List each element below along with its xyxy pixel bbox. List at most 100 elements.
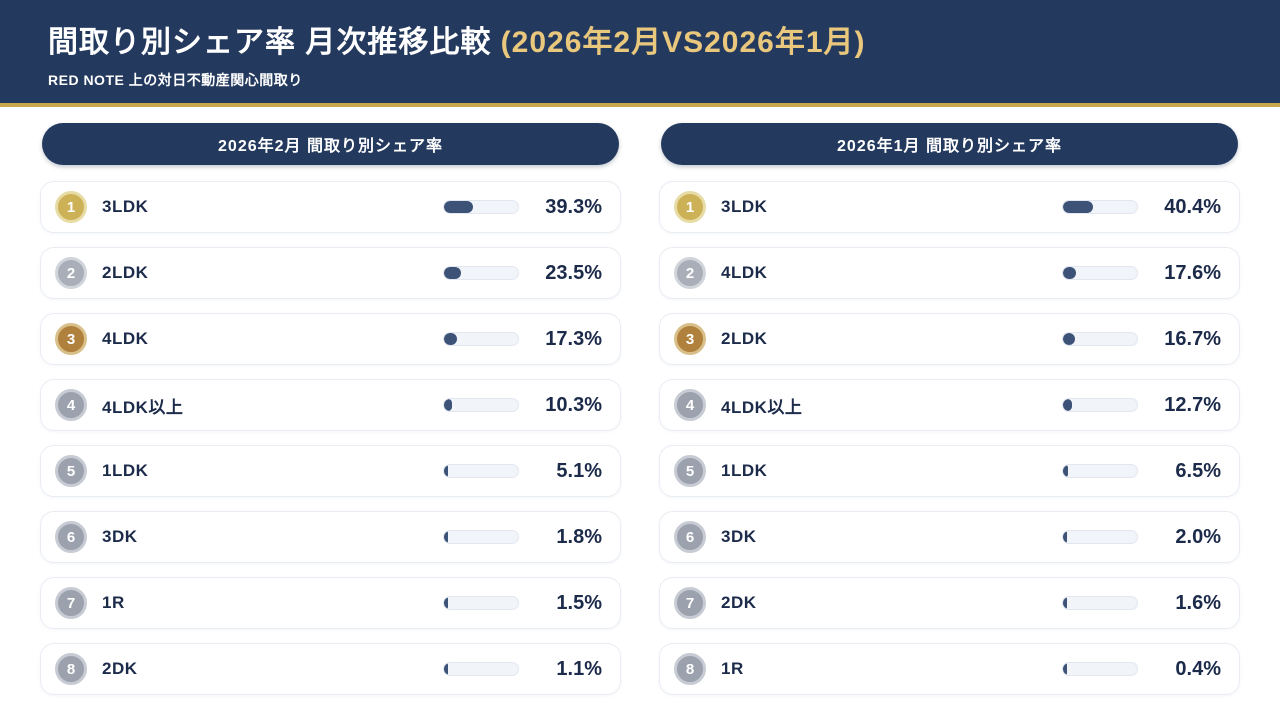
share-bar <box>1062 332 1138 346</box>
share-bar-fill <box>1063 201 1093 213</box>
share-bar <box>1062 662 1138 676</box>
ranking-row: 7 1R 1.5% <box>40 577 621 629</box>
ranking-row: 5 1LDK 6.5% <box>659 445 1240 497</box>
share-bar-fill <box>1063 267 1077 279</box>
ranking-row: 8 2DK 1.1% <box>40 643 621 695</box>
share-percentage: 16.7% <box>1164 327 1221 350</box>
ranking-row: 1 3LDK 39.3% <box>40 181 621 233</box>
rank-badge: 7 <box>55 587 87 619</box>
ranking-row: 4 4LDK以上 12.7% <box>659 379 1240 431</box>
ranking-row: 5 1LDK 5.1% <box>40 445 621 497</box>
panel-january-rows: 1 3LDK 40.4% 2 4LDK 17.6% 3 2LDK 16.7% 4… <box>659 181 1240 695</box>
ranking-row: 3 4LDK 17.3% <box>40 313 621 365</box>
share-bar-fill <box>1063 663 1067 675</box>
floorplan-label: 2LDK <box>721 329 768 348</box>
share-bar-fill <box>444 399 452 411</box>
share-bar <box>1062 530 1138 544</box>
rank-badge: 3 <box>674 323 706 355</box>
panel-february-title: 2026年2月 間取り別シェア率 <box>42 123 619 165</box>
share-bar <box>443 266 519 280</box>
floorplan-label: 2LDK <box>102 263 149 282</box>
floorplan-label: 1LDK <box>721 461 768 480</box>
share-percentage: 17.6% <box>1164 261 1221 284</box>
share-percentage: 1.1% <box>556 657 602 680</box>
share-bar <box>1062 464 1138 478</box>
share-percentage: 5.1% <box>556 459 602 482</box>
share-percentage: 0.4% <box>1175 657 1221 680</box>
rank-badge: 1 <box>674 191 706 223</box>
share-bar <box>443 398 519 412</box>
floorplan-label: 3LDK <box>721 197 768 216</box>
ranking-row: 6 3DK 2.0% <box>659 511 1240 563</box>
page-subtitle: RED NOTE 上の対日不動産関心間取り <box>48 72 303 88</box>
ranking-row: 4 4LDK以上 10.3% <box>40 379 621 431</box>
share-bar-fill <box>1063 597 1067 609</box>
share-bar-fill <box>444 597 448 609</box>
ranking-row: 2 2LDK 23.5% <box>40 247 621 299</box>
rank-badge: 2 <box>55 257 87 289</box>
share-percentage: 12.7% <box>1164 393 1221 416</box>
share-bar <box>1062 200 1138 214</box>
share-bar-fill <box>1063 333 1076 345</box>
floorplan-label: 2DK <box>721 593 757 612</box>
rank-badge: 3 <box>55 323 87 355</box>
rank-badge: 5 <box>674 455 706 487</box>
share-bar <box>443 332 519 346</box>
share-bar-fill <box>444 465 448 477</box>
share-bar-fill <box>444 531 448 543</box>
share-percentage: 6.5% <box>1175 459 1221 482</box>
share-percentage: 1.6% <box>1175 591 1221 614</box>
share-bar <box>1062 596 1138 610</box>
floorplan-label: 1R <box>102 593 125 612</box>
rank-badge: 6 <box>55 521 87 553</box>
share-bar-fill <box>1063 465 1068 477</box>
rank-badge: 6 <box>674 521 706 553</box>
panel-february: 2026年2月 間取り別シェア率 1 3LDK 39.3% 2 2LDK 23.… <box>40 123 621 709</box>
floorplan-label: 3DK <box>102 527 138 546</box>
page-title-main: 間取り別シェア率 月次推移比較 <box>48 26 501 59</box>
rank-badge: 1 <box>55 191 87 223</box>
ranking-row: 1 3LDK 40.4% <box>659 181 1240 233</box>
share-bar <box>443 596 519 610</box>
floorplan-label: 2DK <box>102 659 138 678</box>
share-bar-fill <box>1063 531 1067 543</box>
ranking-row: 2 4LDK 17.6% <box>659 247 1240 299</box>
share-percentage: 1.8% <box>556 525 602 548</box>
rank-badge: 8 <box>674 653 706 685</box>
share-percentage: 40.4% <box>1164 195 1221 218</box>
share-percentage: 23.5% <box>545 261 602 284</box>
share-percentage: 17.3% <box>545 327 602 350</box>
comparison-columns: 2026年2月 間取り別シェア率 1 3LDK 39.3% 2 2LDK 23.… <box>40 123 1240 709</box>
page-title: 間取り別シェア率 月次推移比較 (2026年2月VS2026年1月) <box>48 17 1256 61</box>
ranking-row: 7 2DK 1.6% <box>659 577 1240 629</box>
share-bar <box>443 200 519 214</box>
share-bar <box>1062 266 1138 280</box>
floorplan-label: 3DK <box>721 527 757 546</box>
share-bar-fill <box>444 333 457 345</box>
floorplan-label: 4LDK以上 <box>102 397 184 417</box>
share-percentage: 1.5% <box>556 591 602 614</box>
share-bar-fill <box>1063 399 1073 411</box>
main-content: 2026年2月 間取り別シェア率 1 3LDK 39.3% 2 2LDK 23.… <box>0 107 1280 709</box>
share-bar <box>1062 398 1138 412</box>
share-bar <box>443 464 519 478</box>
panel-february-rows: 1 3LDK 39.3% 2 2LDK 23.5% 3 4LDK 17.3% 4… <box>40 181 621 695</box>
floorplan-label: 4LDK <box>721 263 768 282</box>
share-percentage: 2.0% <box>1175 525 1221 548</box>
page-header: 間取り別シェア率 月次推移比較 (2026年2月VS2026年1月) RED N… <box>0 0 1280 107</box>
floorplan-label: 4LDK以上 <box>721 397 803 417</box>
rank-badge: 7 <box>674 587 706 619</box>
rank-badge: 4 <box>55 389 87 421</box>
share-bar-fill <box>444 267 462 279</box>
share-percentage: 39.3% <box>545 195 602 218</box>
share-bar <box>443 530 519 544</box>
share-bar <box>443 662 519 676</box>
share-percentage: 10.3% <box>545 393 602 416</box>
panel-january-title: 2026年1月 間取り別シェア率 <box>661 123 1238 165</box>
panel-january: 2026年1月 間取り別シェア率 1 3LDK 40.4% 2 4LDK 17.… <box>659 123 1240 709</box>
floorplan-label: 1LDK <box>102 461 149 480</box>
ranking-row: 8 1R 0.4% <box>659 643 1240 695</box>
floorplan-label: 4LDK <box>102 329 149 348</box>
rank-badge: 2 <box>674 257 706 289</box>
floorplan-label: 1R <box>721 659 744 678</box>
